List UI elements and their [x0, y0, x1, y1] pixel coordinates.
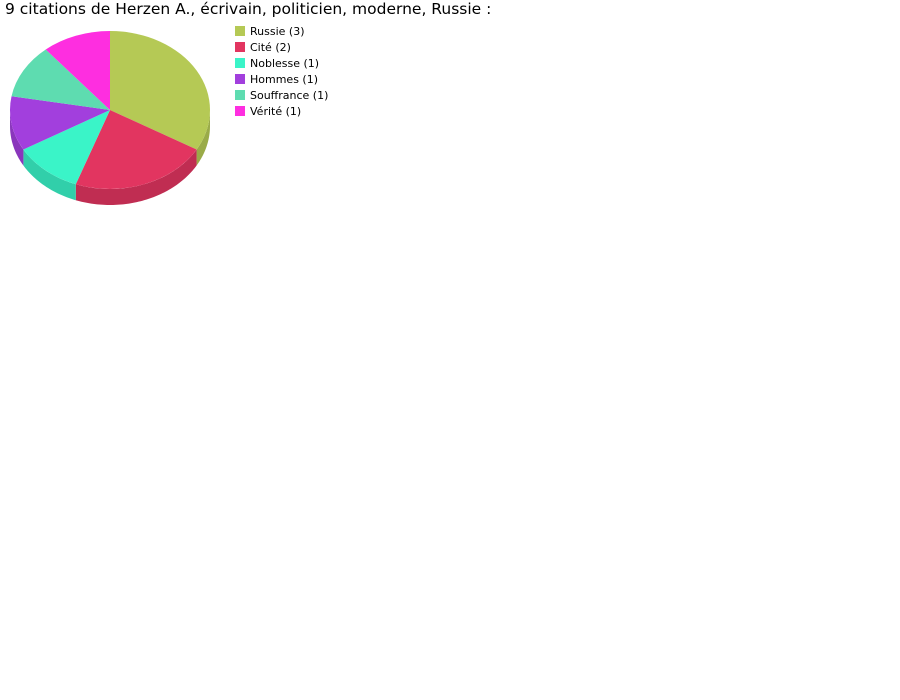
pie-slice — [110, 31, 210, 150]
legend-label: Cité (2) — [250, 40, 291, 54]
legend-item: Cité (2) — [235, 39, 328, 55]
legend-swatch — [235, 58, 245, 68]
pie-chart — [9, 31, 210, 205]
legend-item: Noblesse (1) — [235, 55, 328, 71]
legend-swatch — [235, 74, 245, 84]
legend-swatch — [235, 26, 245, 36]
legend-swatch — [235, 106, 245, 116]
legend-label: Souffrance (1) — [250, 88, 329, 102]
pie-slice-side — [10, 110, 24, 166]
legend-swatch — [235, 42, 245, 52]
legend-item: Souffrance (1) — [235, 87, 328, 103]
chart-title: 9 citations de Herzen A., écrivain, poli… — [5, 0, 492, 18]
pie-slice — [75, 110, 197, 189]
legend-label: Vérité (1) — [250, 104, 302, 118]
legend-label: Hommes (1) — [250, 72, 319, 86]
pie-slice-side — [75, 149, 197, 205]
legend-label: Russie (3) — [250, 24, 305, 38]
legend-label: Noblesse (1) — [250, 56, 320, 70]
pie-slice — [11, 49, 110, 110]
pie-slice — [45, 31, 110, 110]
legend-item: Russie (3) — [235, 23, 328, 39]
legend-item: Vérité (1) — [235, 103, 328, 119]
legend: Russie (3) Cité (2) Noblesse (1) Hommes (1)… — [235, 23, 328, 119]
legend-swatch — [235, 90, 245, 100]
pie-slice-side — [196, 110, 210, 166]
pie-slice — [9, 96, 110, 150]
legend-item: Hommes (1) — [235, 71, 328, 87]
pie-slice — [23, 110, 110, 185]
pie-slice-side — [23, 149, 76, 201]
